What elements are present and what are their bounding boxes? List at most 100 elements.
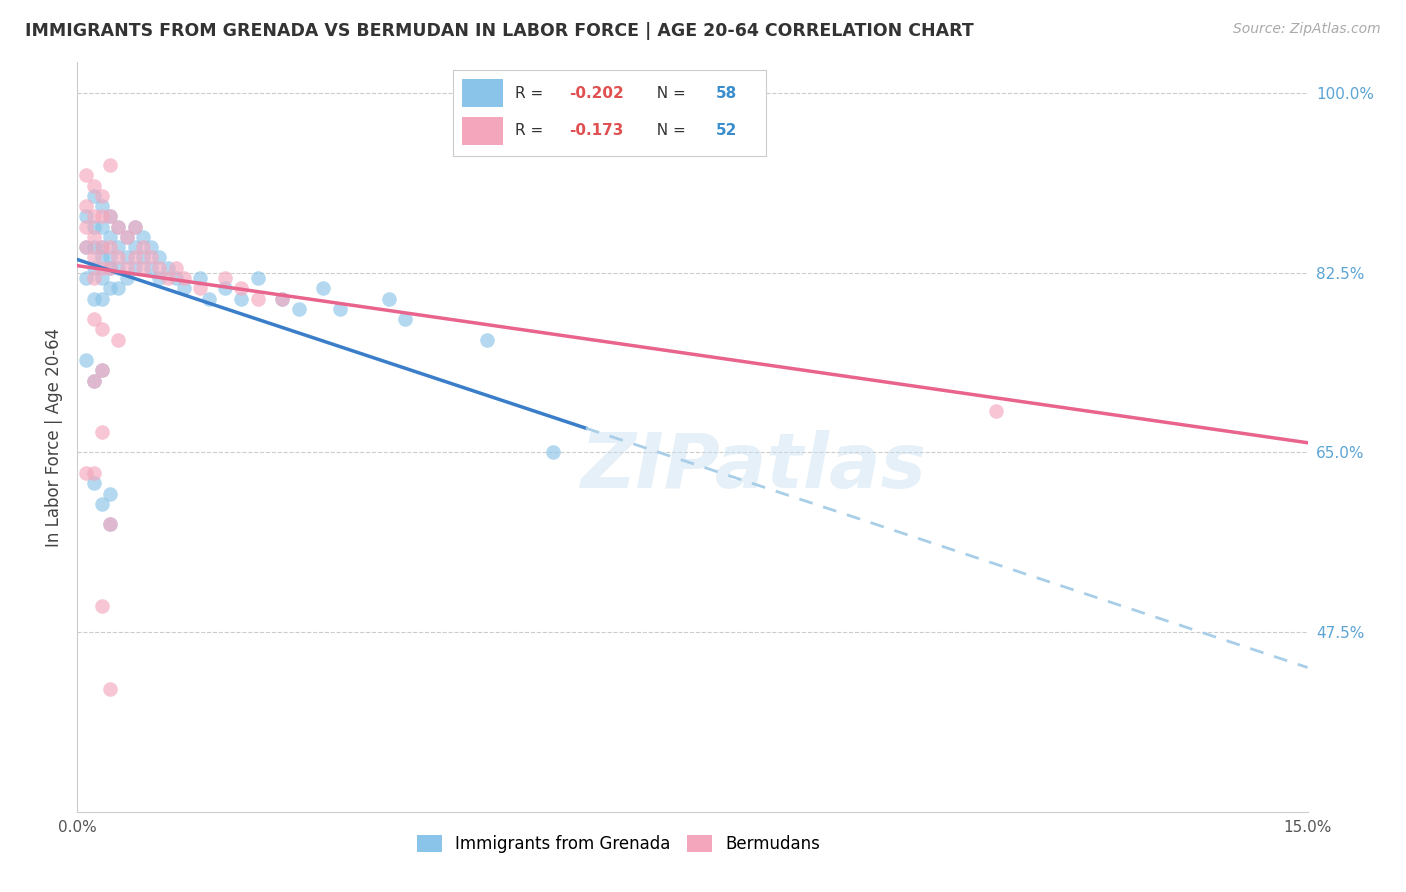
Point bbox=[541, 445, 564, 459]
Point bbox=[394, 312, 416, 326]
Point bbox=[984, 404, 1007, 418]
Point bbox=[83, 178, 105, 193]
Point bbox=[107, 260, 129, 275]
Point bbox=[83, 210, 105, 224]
Point bbox=[246, 292, 269, 306]
Point bbox=[98, 517, 121, 532]
Point bbox=[90, 271, 114, 285]
Point bbox=[75, 219, 97, 234]
Point bbox=[90, 497, 114, 511]
Point bbox=[165, 271, 187, 285]
Point bbox=[148, 251, 170, 265]
Point bbox=[214, 271, 236, 285]
Point bbox=[75, 169, 97, 183]
Point bbox=[124, 260, 146, 275]
Point bbox=[148, 260, 170, 275]
Point bbox=[124, 251, 146, 265]
Point bbox=[231, 281, 253, 295]
Point bbox=[98, 240, 121, 254]
Point bbox=[115, 230, 138, 244]
Point bbox=[90, 240, 114, 254]
Point bbox=[214, 281, 236, 295]
Point bbox=[231, 292, 253, 306]
Point bbox=[90, 251, 114, 265]
Point bbox=[98, 517, 121, 532]
Point bbox=[90, 322, 114, 336]
Point bbox=[83, 189, 105, 203]
Point bbox=[188, 281, 212, 295]
Text: Source: ZipAtlas.com: Source: ZipAtlas.com bbox=[1233, 22, 1381, 37]
Point bbox=[141, 240, 163, 254]
Point bbox=[83, 240, 105, 254]
Point bbox=[90, 363, 114, 377]
Point bbox=[132, 240, 155, 254]
Point bbox=[188, 271, 212, 285]
Point bbox=[90, 240, 114, 254]
Point bbox=[98, 230, 121, 244]
Point bbox=[132, 230, 155, 244]
Point bbox=[83, 251, 105, 265]
Point bbox=[90, 292, 114, 306]
Point bbox=[107, 219, 129, 234]
Point bbox=[271, 292, 294, 306]
Point bbox=[98, 210, 121, 224]
Point bbox=[107, 251, 129, 265]
Point bbox=[83, 292, 105, 306]
Point bbox=[132, 251, 155, 265]
Point bbox=[83, 230, 105, 244]
Point bbox=[107, 240, 129, 254]
Point bbox=[165, 260, 187, 275]
Point bbox=[98, 681, 121, 696]
Point bbox=[75, 271, 97, 285]
Point bbox=[288, 301, 311, 316]
Point bbox=[98, 486, 121, 500]
Point bbox=[83, 476, 105, 491]
Point bbox=[98, 281, 121, 295]
Point bbox=[98, 260, 121, 275]
Point bbox=[98, 260, 121, 275]
Legend: Immigrants from Grenada, Bermudans: Immigrants from Grenada, Bermudans bbox=[411, 828, 827, 860]
Point bbox=[271, 292, 294, 306]
Point bbox=[90, 219, 114, 234]
Point bbox=[312, 281, 335, 295]
Point bbox=[75, 466, 97, 480]
Point bbox=[148, 271, 170, 285]
Point bbox=[75, 210, 97, 224]
Point bbox=[156, 260, 179, 275]
Point bbox=[124, 219, 146, 234]
Point bbox=[141, 260, 163, 275]
Point bbox=[83, 374, 105, 388]
Point bbox=[90, 199, 114, 213]
Point bbox=[378, 292, 401, 306]
Point bbox=[477, 333, 499, 347]
Point bbox=[156, 271, 179, 285]
Point bbox=[173, 271, 195, 285]
Point bbox=[115, 251, 138, 265]
Point bbox=[98, 210, 121, 224]
Text: ZIPatlas: ZIPatlas bbox=[581, 430, 927, 504]
Point bbox=[115, 230, 138, 244]
Point bbox=[90, 599, 114, 614]
Point bbox=[75, 240, 97, 254]
Point bbox=[141, 251, 163, 265]
Text: IMMIGRANTS FROM GRENADA VS BERMUDAN IN LABOR FORCE | AGE 20-64 CORRELATION CHART: IMMIGRANTS FROM GRENADA VS BERMUDAN IN L… bbox=[25, 22, 974, 40]
Point bbox=[107, 333, 129, 347]
Point bbox=[90, 189, 114, 203]
Point bbox=[83, 312, 105, 326]
Point bbox=[75, 199, 97, 213]
Point bbox=[83, 260, 105, 275]
Y-axis label: In Labor Force | Age 20-64: In Labor Force | Age 20-64 bbox=[45, 327, 63, 547]
Point bbox=[124, 219, 146, 234]
Point bbox=[107, 281, 129, 295]
Point bbox=[90, 210, 114, 224]
Point bbox=[90, 363, 114, 377]
Point bbox=[83, 466, 105, 480]
Point bbox=[132, 260, 155, 275]
Point bbox=[107, 219, 129, 234]
Point bbox=[173, 281, 195, 295]
Point bbox=[98, 251, 121, 265]
Point bbox=[246, 271, 269, 285]
Point bbox=[90, 260, 114, 275]
Point bbox=[83, 374, 105, 388]
Point bbox=[83, 271, 105, 285]
